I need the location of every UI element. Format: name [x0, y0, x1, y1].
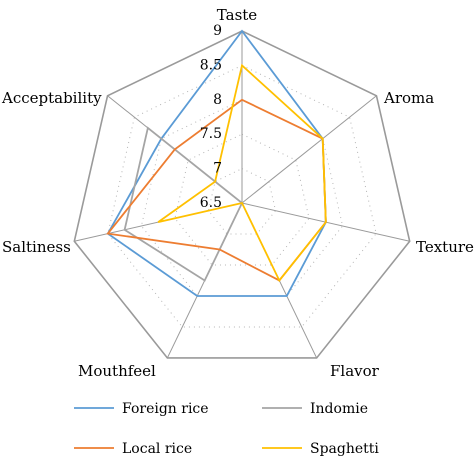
tick-label: 6.5 [200, 195, 222, 211]
tick-label: 9 [213, 23, 222, 39]
axis-label-texture: Texture [416, 238, 474, 256]
series-line-indomie [123, 126, 244, 282]
axis-labels: Taste Aroma Texture Flavor Mouthfeel Saltines… [1, 6, 474, 380]
legend-label-indomie: Indomie [310, 401, 368, 417]
tick-label: 7 [213, 161, 222, 177]
grid-spoke [241, 95, 377, 204]
axis-label-saltiness: Saltiness [2, 238, 71, 256]
axis-label-acceptability: Acceptability [1, 89, 102, 107]
radar-series [106, 29, 327, 297]
legend-label-local-rice: Local rice [122, 441, 192, 457]
tick-label: 8.5 [200, 57, 222, 73]
legend: Foreign rice Indomie Local rice Spaghetti [74, 401, 379, 457]
axis-label-mouthfeel: Mouthfeel [78, 362, 156, 380]
grid-outer-ring [73, 30, 411, 359]
legend-label-spaghetti: Spaghetti [310, 441, 379, 457]
tick-labels: 9 8.5 8 7.5 7 6.5 [200, 23, 222, 211]
tick-label: 7.5 [200, 126, 222, 142]
radar-grid [73, 30, 411, 359]
axis-label-taste: Taste [217, 6, 258, 24]
series-line-spaghetti [157, 63, 327, 283]
legend-label-foreign-rice: Foreign rice [122, 401, 209, 417]
axis-label-aroma: Aroma [383, 89, 434, 107]
axis-label-flavor: Flavor [330, 362, 380, 380]
tick-label: 8 [213, 92, 222, 108]
